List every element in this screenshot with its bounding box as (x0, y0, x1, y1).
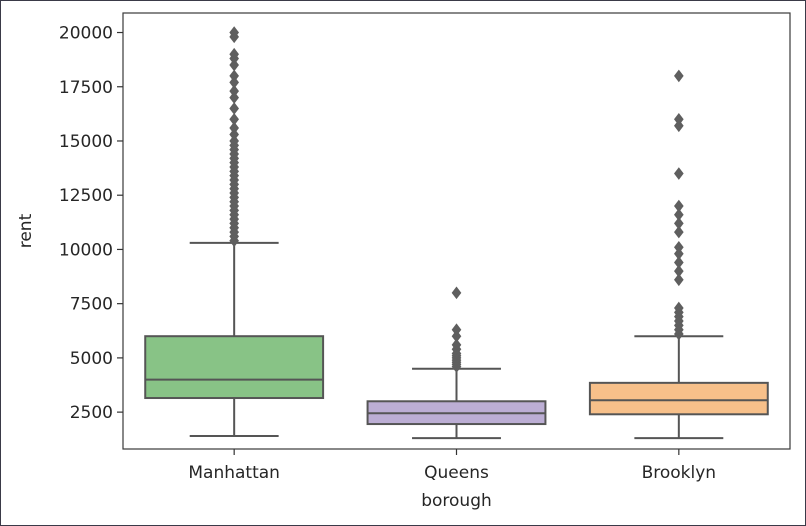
outlier-point (229, 112, 239, 126)
outlier-point (229, 102, 239, 115)
y-tick-label: 7500 (70, 295, 113, 315)
outlier-point (674, 256, 684, 269)
outlier-point (674, 208, 684, 222)
outlier-point (674, 69, 684, 83)
outlier-point (674, 273, 684, 287)
outlier-point (229, 47, 239, 61)
outlier-point (674, 167, 684, 180)
outlier-point (229, 26, 239, 39)
y-tick-label: 5000 (70, 349, 113, 369)
box-group-queens (366, 286, 547, 440)
outlier-point (674, 119, 684, 133)
y-tick-label: 15000 (59, 132, 113, 152)
x-tick-label: Brooklyn (642, 463, 716, 483)
y-tick-label: 10000 (59, 240, 113, 260)
outlier-point (674, 217, 684, 230)
outlier-point (451, 338, 462, 352)
outlier-point (674, 264, 684, 278)
boxes-layer (144, 26, 769, 440)
outlier-point (674, 301, 684, 315)
outlier-point (451, 329, 462, 343)
y-tick-label: 17500 (59, 78, 113, 98)
x-tick-label: Queens (424, 463, 489, 483)
outlier-point (229, 76, 239, 89)
iqr-box (144, 335, 325, 400)
outlier-point (674, 199, 684, 213)
outlier-point (229, 58, 239, 72)
box-group-brooklyn (588, 69, 769, 440)
outlier-point (674, 247, 684, 261)
outlier-point (674, 240, 684, 254)
x-tick-label: Manhattan (188, 463, 280, 483)
y-tick-label: 20000 (59, 24, 113, 44)
outlier-point (229, 69, 239, 83)
y-axis-title: rent (16, 213, 36, 248)
y-axis: 2500 5000 7500 10000 12500 15000 17500 20000 (59, 24, 123, 423)
outlier-point (229, 134, 239, 148)
outlier-point (229, 121, 239, 135)
box-group-manhattan (144, 26, 325, 437)
outlier-point (674, 225, 684, 239)
y-tick-label: 2500 (70, 403, 113, 423)
iqr-box (588, 381, 769, 416)
outlier-point (674, 112, 684, 126)
outlier-point (451, 323, 462, 337)
outlier-point (451, 286, 462, 300)
x-axis: Manhattan Queens Brooklyn (188, 449, 716, 483)
outlier-point (229, 128, 239, 141)
outlier-point (229, 91, 239, 104)
y-tick-label: 12500 (59, 186, 113, 206)
x-axis-title: borough (421, 491, 492, 511)
outlier-point (229, 84, 239, 98)
